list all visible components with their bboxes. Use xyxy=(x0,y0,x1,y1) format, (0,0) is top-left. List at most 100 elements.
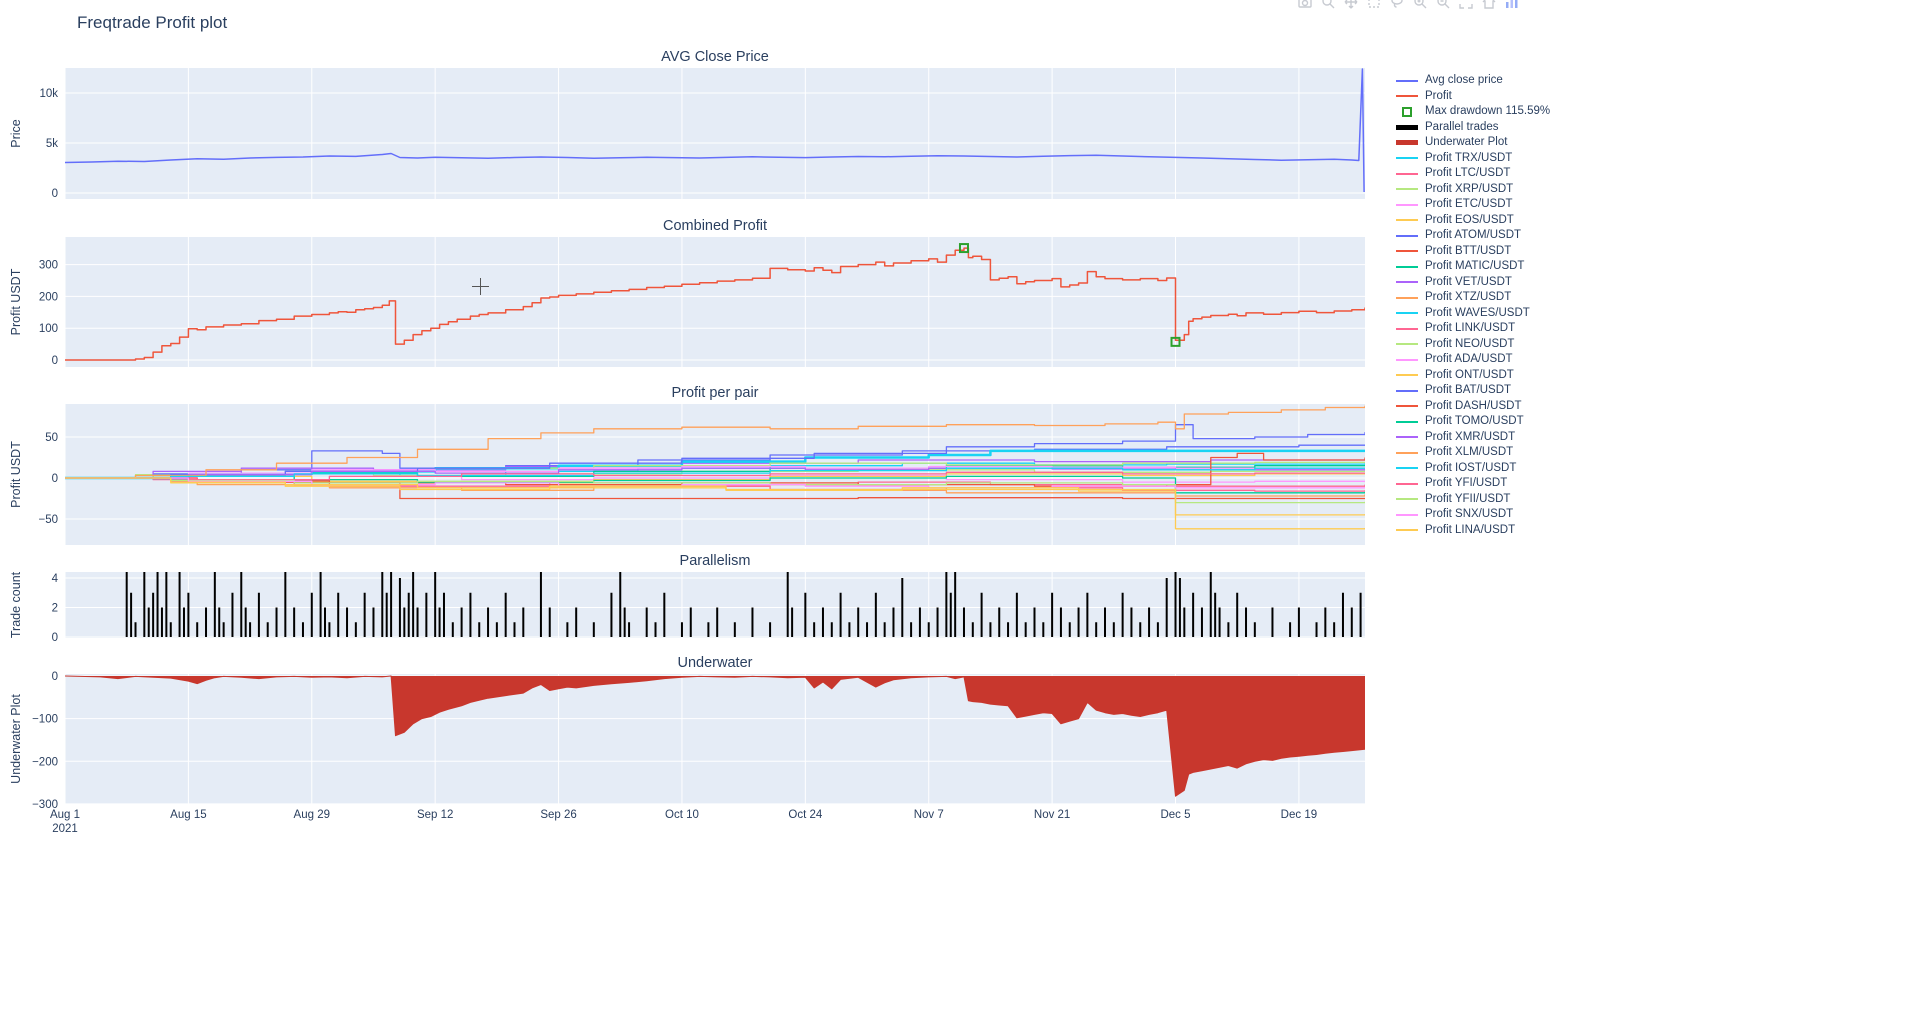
svg-text:Underwater: Underwater xyxy=(678,655,753,671)
legend-item-profit-yfi-usdt[interactable]: Profit YFI/USDT xyxy=(1396,476,1550,492)
series-line-icon xyxy=(1396,312,1418,315)
zoom-out-icon[interactable] xyxy=(1433,0,1453,11)
svg-text:50: 50 xyxy=(45,432,58,444)
autoscale-icon xyxy=(1459,0,1473,9)
legend-item-profit-lina-usdt[interactable]: Profit LINA/USDT xyxy=(1396,523,1550,539)
legend-label: Profit MATIC/USDT xyxy=(1425,260,1525,272)
legend-item-underwater-plot[interactable]: Underwater Plot xyxy=(1396,135,1550,151)
legend-item-profit-neo-usdt[interactable]: Profit NEO/USDT xyxy=(1396,337,1550,353)
legend-label: Profit WAVES/USDT xyxy=(1425,306,1530,319)
legend-label: Profit YFII/USDT xyxy=(1425,492,1511,505)
svg-text:Nov 7: Nov 7 xyxy=(914,809,944,821)
svg-text:2021: 2021 xyxy=(52,823,78,835)
legend-item-profit-waves-usdt[interactable]: Profit WAVES/USDT xyxy=(1396,306,1550,322)
svg-text:0: 0 xyxy=(52,355,58,367)
legend-label: Profit ADA/USDT xyxy=(1425,353,1513,365)
legend-item-profit-vet-usdt[interactable]: Profit VET/USDT xyxy=(1396,275,1550,291)
legend-item-profit-bat-usdt[interactable]: Profit BAT/USDT xyxy=(1396,383,1550,399)
zoom-icon xyxy=(1322,0,1335,9)
svg-text:0: 0 xyxy=(52,473,58,485)
legend-item-profit-dash-usdt[interactable]: Profit DASH/USDT xyxy=(1396,399,1550,415)
svg-text:0: 0 xyxy=(52,632,58,644)
svg-text:Sep 26: Sep 26 xyxy=(540,809,576,821)
legend-label: Profit YFI/USDT xyxy=(1425,477,1508,489)
legend-label: Profit TRX/USDT xyxy=(1425,151,1513,164)
pan-icon[interactable] xyxy=(1341,0,1361,11)
max-drawdown-peak xyxy=(958,243,969,254)
legend-label: Profit BAT/USDT xyxy=(1425,384,1512,396)
page-title: Freqtrade Profit plot xyxy=(77,13,228,32)
legend-item-profit-atom-usdt[interactable]: Profit ATOM/USDT xyxy=(1396,228,1550,244)
legend-item-profit-xtz-usdt[interactable]: Profit XTZ/USDT xyxy=(1396,290,1550,306)
legend-item-avg-close-price[interactable]: Avg close price xyxy=(1396,73,1550,89)
legend-item-max-drawdown-115-59[interactable]: Max drawdown 115.59% xyxy=(1396,104,1550,120)
series-line-icon xyxy=(1396,157,1418,160)
legend-item-profit-xrp-usdt[interactable]: Profit XRP/USDT xyxy=(1396,182,1550,198)
series-line-icon xyxy=(1396,79,1418,82)
zoom-icon[interactable] xyxy=(1318,0,1338,11)
legend-item-profit-matic-usdt[interactable]: Profit MATIC/USDT xyxy=(1396,259,1550,275)
series-line-icon xyxy=(1396,296,1418,299)
svg-text:100: 100 xyxy=(39,323,58,335)
series-line-icon xyxy=(1396,482,1418,485)
legend-item-profit-snx-usdt[interactable]: Profit SNX/USDT xyxy=(1396,507,1550,523)
drawdown-marker-icon xyxy=(1402,106,1412,117)
zoom-in-icon[interactable] xyxy=(1410,0,1430,11)
legend-item-profit-xlm-usdt[interactable]: Profit XLM/USDT xyxy=(1396,445,1550,461)
series-line-icon xyxy=(1396,203,1418,206)
max-drawdown-trough xyxy=(1170,336,1181,347)
legend-label: Profit LINA/USDT xyxy=(1425,523,1516,536)
legend-label: Profit VET/USDT xyxy=(1425,275,1512,288)
autoscale-icon[interactable] xyxy=(1456,0,1476,11)
plotly-logo-icon xyxy=(1506,0,1518,8)
series-line-icon xyxy=(1396,529,1418,532)
svg-text:Profit USDT: Profit USDT xyxy=(9,441,23,508)
legend-item-profit-iost-usdt[interactable]: Profit IOST/USDT xyxy=(1396,461,1550,477)
legend-item-parallel-trades[interactable]: Parallel trades xyxy=(1396,120,1550,136)
svg-text:Dec 19: Dec 19 xyxy=(1281,809,1317,821)
legend-item-profit-ont-usdt[interactable]: Profit ONT/USDT xyxy=(1396,368,1550,384)
series-line-icon xyxy=(1396,374,1418,377)
legend-label: Profit ETC/USDT xyxy=(1425,198,1513,210)
legend-label: Profit DASH/USDT xyxy=(1425,399,1522,412)
legend-label: Profit ONT/USDT xyxy=(1425,368,1514,381)
svg-text:0: 0 xyxy=(52,188,58,200)
series-line-icon xyxy=(1396,467,1418,470)
legend-item-profit-etc-usdt[interactable]: Profit ETC/USDT xyxy=(1396,197,1550,213)
legend-label: Parallel trades xyxy=(1425,120,1499,133)
svg-text:300: 300 xyxy=(39,260,58,272)
svg-text:4: 4 xyxy=(52,573,59,585)
zoom-out-icon xyxy=(1437,0,1450,9)
series-line-icon xyxy=(1396,219,1418,222)
svg-text:Underwater Plot: Underwater Plot xyxy=(9,694,23,784)
box-select-icon[interactable] xyxy=(1364,0,1384,11)
legend-item-profit-yfii-usdt[interactable]: Profit YFII/USDT xyxy=(1396,492,1550,508)
svg-text:Price: Price xyxy=(9,119,23,148)
legend-item-profit-ada-usdt[interactable]: Profit ADA/USDT xyxy=(1396,352,1550,368)
svg-text:10k: 10k xyxy=(39,88,58,100)
lasso-select-icon[interactable] xyxy=(1387,0,1407,11)
box-select-icon xyxy=(1368,0,1380,8)
series-line-icon xyxy=(1396,343,1418,346)
legend-item-profit-ltc-usdt[interactable]: Profit LTC/USDT xyxy=(1396,166,1550,182)
legend-item-profit-eos-usdt[interactable]: Profit EOS/USDT xyxy=(1396,213,1550,229)
legend-item-profit[interactable]: Profit xyxy=(1396,89,1550,105)
svg-text:Sep 12: Sep 12 xyxy=(417,809,453,821)
svg-text:5k: 5k xyxy=(46,138,58,150)
legend-label: Profit XMR/USDT xyxy=(1425,430,1516,443)
legend-item-profit-trx-usdt[interactable]: Profit TRX/USDT xyxy=(1396,151,1550,167)
legend-item-profit-link-usdt[interactable]: Profit LINK/USDT xyxy=(1396,321,1550,337)
legend-label: Profit ATOM/USDT xyxy=(1425,229,1522,241)
legend-item-profit-btt-usdt[interactable]: Profit BTT/USDT xyxy=(1396,244,1550,260)
plotly-logo-icon[interactable] xyxy=(1502,0,1522,11)
legend-item-profit-tomo-usdt[interactable]: Profit TOMO/USDT xyxy=(1396,414,1550,430)
svg-text:−100: −100 xyxy=(32,714,58,726)
download-plot-png-icon[interactable] xyxy=(1295,0,1315,11)
legend-label: Profit NEO/USDT xyxy=(1425,337,1515,350)
svg-text:Dec 5: Dec 5 xyxy=(1160,809,1190,821)
legend-item-profit-xmr-usdt[interactable]: Profit XMR/USDT xyxy=(1396,430,1550,446)
svg-text:Aug 1: Aug 1 xyxy=(50,809,80,821)
reset-axes-icon[interactable] xyxy=(1479,0,1499,11)
